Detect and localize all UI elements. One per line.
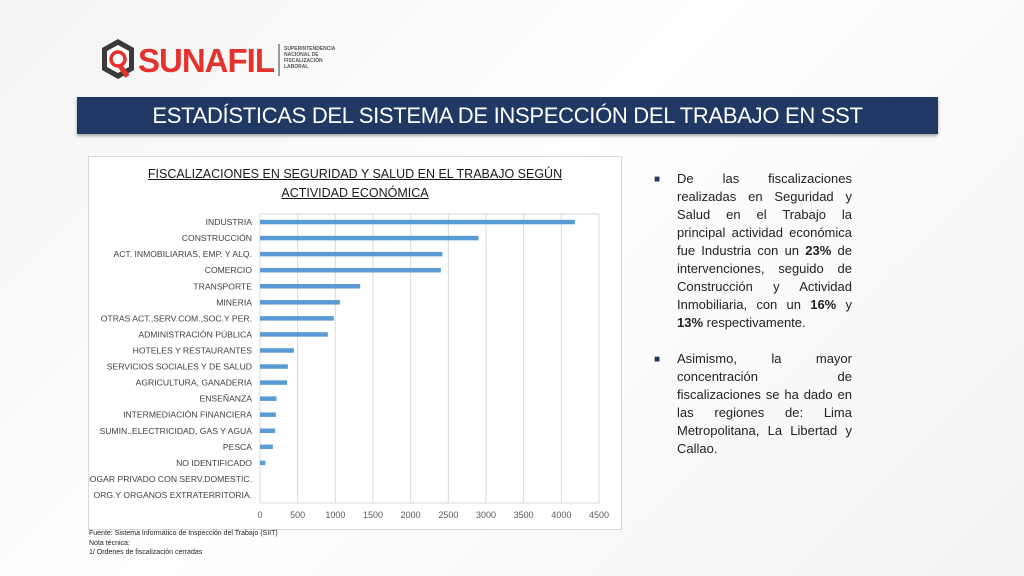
bullet-1-text-b: de intervenciones, seguido de Construcci…: [677, 243, 852, 312]
category-label: TRANSPORTE: [193, 281, 252, 291]
logo-subtext: SUPERINTENDENCIA NACIONAL DE FISCALIZACI…: [284, 46, 336, 70]
category-label: ACT. INMOBILIARIAS, EMP. Y ALQ.: [113, 249, 252, 259]
bar-chart: 0 500 1000 1500 2000 2500 3000 3500 4000 4500 INDU…: [89, 213, 609, 520]
category-label: ENSEÑANZA: [199, 394, 252, 404]
chart-title-line1: FISCALIZACIONES EN SEGURIDAD Y SALUD EN …: [147, 167, 563, 181]
x-tick-label: 4500: [589, 510, 609, 520]
category-label: HOTELES Y RESTAURANTES: [133, 345, 253, 355]
bar: [260, 251, 443, 257]
summary-bullets: ■ De las fiscalizaciones realizadas en S…: [654, 170, 852, 476]
category-label: SERVICIOS SOCIALES Y DE SALUD: [107, 362, 252, 372]
footnote-note-1: 1/ Ordenes de fiscalización cerradas: [89, 549, 203, 556]
footnote-note-label: Nota técnica:: [89, 539, 130, 547]
bar: [260, 219, 575, 225]
x-tick-label: 0: [257, 510, 262, 520]
bullet-item: ■ Asimismo, la mayor concentración de fi…: [654, 350, 852, 458]
bar: [260, 300, 340, 305]
bullet-item: ■ De las fiscalizaciones realizadas en S…: [654, 170, 852, 332]
x-tick-label: 500: [290, 510, 305, 520]
x-tick-label: 2500: [438, 510, 458, 520]
category-label: ADMINISTRACIÓN PÚBLICA: [138, 329, 252, 339]
bar: [260, 364, 288, 369]
bullet-1-pct-inmobiliaria: 13%: [677, 315, 704, 330]
bullet-1-pct-construccion: 16%: [810, 297, 837, 312]
category-label: OTRAS ACT.,SERV.COM.,SOC.Y PER.: [101, 313, 252, 323]
bar: [260, 444, 273, 450]
footnote-source: Fuente: Sistema Informático de Inspecció…: [89, 530, 278, 537]
x-tick-label: 3500: [514, 510, 534, 520]
bar: [260, 428, 276, 433]
category-label: NO IDENTIFICADO: [176, 458, 252, 468]
bar: [260, 412, 276, 417]
bar: [260, 460, 266, 466]
bullet-1-text-a: De las fiscalizaciones realizadas en Seg…: [677, 171, 852, 258]
x-tick-label: 3000: [476, 510, 496, 520]
category-label: ORG.Y ORGANOS EXTRATERRITORIA.: [93, 490, 252, 500]
footnotes: Fuente: Sistema Informático de Inspecció…: [89, 529, 278, 558]
x-tick-label: 1500: [363, 510, 383, 520]
bar: [260, 380, 288, 385]
page-title: ESTADÍSTICAS DEL SISTEMA DE INSPECCIÓN D…: [77, 97, 938, 134]
bar: [260, 332, 328, 337]
square-bullet-icon: ■: [654, 174, 661, 185]
bar: [260, 316, 334, 321]
x-tick-label: 4000: [551, 510, 571, 520]
category-label: MINERIA: [216, 297, 252, 307]
chart-title-line2: ACTIVIDAD ECONÓMICA: [281, 186, 429, 200]
category-label: HOGAR PRIVADO CON SERV.DOMESTIC.: [89, 474, 252, 484]
bar: [260, 348, 294, 353]
bar: [260, 284, 361, 289]
category-label: AGRICULTURA, GANADERIA: [136, 378, 253, 388]
category-label: INTERMEDIACIÓN FINANCIERA: [123, 410, 252, 420]
logo-separator: [278, 44, 280, 76]
bullet-1-pct-industria: 23%: [805, 243, 832, 258]
category-label: COMERCIO: [205, 265, 253, 275]
category-label: INDUSTRIA: [206, 217, 253, 227]
sunafil-emblem-icon: [102, 39, 134, 79]
category-label: SUMIN.,ELECTRICIDAD, GAS Y AGUA: [100, 426, 253, 436]
chart-panel: FISCALIZACIONES EN SEGURIDAD Y SALUD EN …: [88, 156, 622, 530]
category-label: CONSTRUCCIÓN: [182, 233, 252, 243]
bar: [260, 267, 441, 273]
bullet-1-text-c: y: [836, 297, 852, 312]
bar: [260, 235, 479, 241]
bullet-1-text-d: respectivamente.: [703, 315, 806, 330]
chart-title: FISCALIZACIONES EN SEGURIDAD Y SALUD EN …: [89, 165, 621, 203]
square-bullet-icon: ■: [654, 354, 661, 365]
x-tick-label: 1000: [325, 510, 345, 520]
x-tick-label: 2000: [401, 510, 421, 520]
bar: [260, 396, 277, 401]
bullet-2-text: Asimismo, la mayor concentración de fisc…: [677, 351, 852, 456]
sunafil-logo: SUNAFIL SUPERINTENDENCIA NACIONAL DE FIS…: [100, 38, 340, 86]
category-label: PESCA: [223, 442, 252, 452]
logo-wordmark: SUNAFIL: [138, 42, 275, 79]
